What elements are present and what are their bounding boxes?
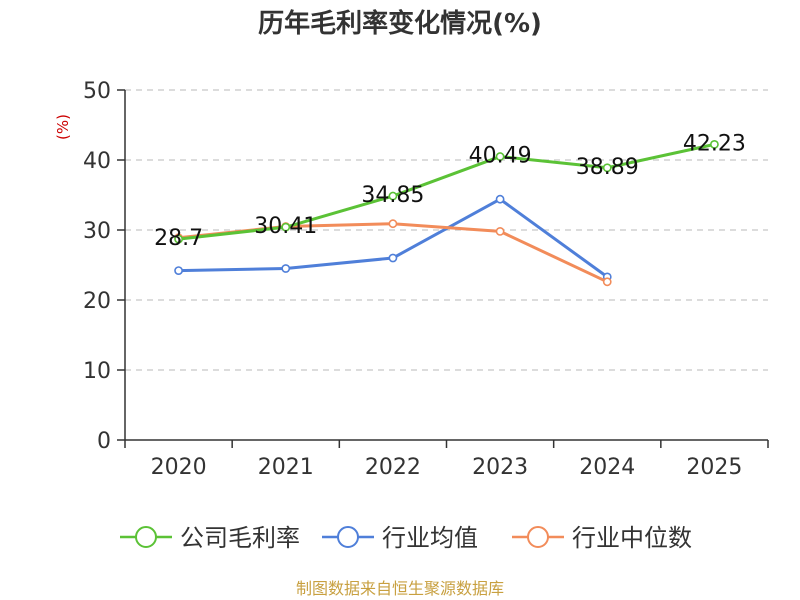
- y-tick-label: 10: [83, 359, 111, 384]
- legend-label: 行业均值: [382, 524, 478, 552]
- y-tick-label: 40: [83, 149, 111, 174]
- data-point[interactable]: [281, 222, 291, 232]
- y-tick-label: 20: [83, 289, 111, 314]
- legend[interactable]: 公司毛利率 行业均值 行业中位数: [120, 524, 692, 552]
- data-point[interactable]: [388, 219, 398, 229]
- data-point[interactable]: [174, 266, 183, 275]
- y-tick-label: 0: [97, 429, 111, 454]
- data-label: 38.89: [576, 155, 639, 180]
- series-lines: [174, 139, 719, 287]
- source-note: 制图数据来自恒生聚源数据库: [296, 579, 504, 598]
- x-tick-label-2023: 2023: [472, 455, 528, 480]
- data-point[interactable]: [388, 191, 398, 201]
- legend-item-3[interactable]: 行业中位数: [512, 524, 692, 552]
- x-tick-label-2020: 2020: [151, 455, 207, 480]
- data-point[interactable]: [495, 194, 505, 204]
- data-point[interactable]: [495, 226, 505, 236]
- series-2: [174, 194, 612, 282]
- legend-label: 公司毛利率: [180, 524, 300, 552]
- data-label: 28.7: [154, 226, 203, 251]
- legend-label: 行业中位数: [572, 524, 692, 552]
- legend-marker: [135, 526, 157, 548]
- x-tick-label-2025: 2025: [686, 455, 742, 480]
- axes: 0 10 20 30 40 50 2020 2021 2022 2023 2024 2025: [83, 79, 769, 480]
- data-point[interactable]: [281, 264, 291, 273]
- x-tick-label-2024: 2024: [579, 455, 635, 480]
- y-axis-unit: (%): [54, 114, 72, 140]
- x-tick-label-2022: 2022: [365, 455, 421, 480]
- data-label: 40.49: [469, 144, 532, 169]
- data-label: 34.85: [361, 183, 424, 208]
- legend-marker: [527, 526, 549, 548]
- data-point[interactable]: [495, 152, 505, 161]
- x-tick-label-2021: 2021: [258, 455, 314, 480]
- data-point[interactable]: [602, 277, 612, 287]
- series-1: [174, 139, 719, 244]
- series-line: [178, 142, 715, 241]
- y-tick-label: 30: [83, 219, 111, 244]
- data-label: 30.41: [254, 214, 317, 239]
- chart-title: 历年毛利率变化情况(%): [258, 8, 542, 39]
- data-point[interactable]: [602, 163, 612, 173]
- data-point[interactable]: [710, 139, 719, 149]
- data-labels: 28.7 30.41 34.85 40.49 38.89 42.23: [154, 131, 746, 251]
- legend-marker: [337, 526, 359, 548]
- data-label: 42.23: [683, 131, 746, 156]
- data-point[interactable]: [174, 234, 183, 244]
- legend-item-2[interactable]: 行业均值: [322, 524, 478, 552]
- legend-item-1[interactable]: 公司毛利率: [120, 524, 300, 552]
- series-line: [178, 197, 609, 279]
- data-point[interactable]: [388, 253, 398, 263]
- y-tick-label: 50: [83, 79, 111, 104]
